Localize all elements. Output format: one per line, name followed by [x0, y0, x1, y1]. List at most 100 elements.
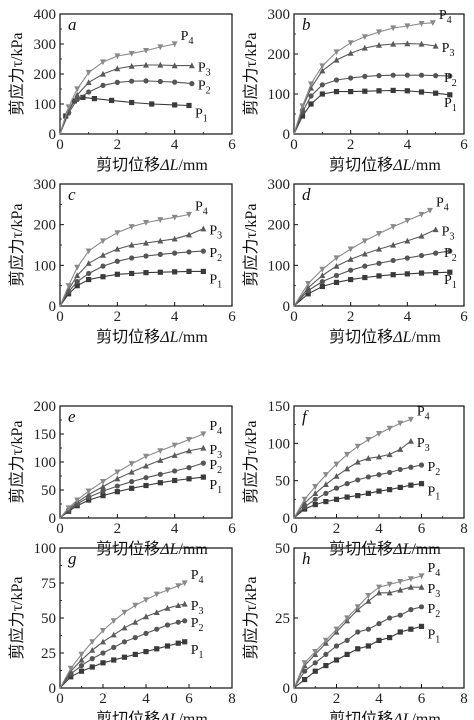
- data-point: [418, 72, 425, 78]
- data-point: [404, 218, 411, 224]
- data-point: [100, 479, 106, 485]
- data-point: [128, 224, 135, 230]
- data-point: [100, 493, 106, 499]
- data-point: [172, 269, 178, 275]
- data-point: [100, 251, 106, 258]
- y-axis-title: 剪应力τ/kPa: [7, 33, 26, 116]
- data-point: [323, 663, 329, 669]
- data-point: [361, 34, 368, 40]
- data-point: [114, 271, 120, 277]
- data-point: [164, 587, 171, 594]
- series-line: [293, 250, 450, 307]
- data-point: [390, 25, 397, 32]
- series-line: [59, 213, 190, 307]
- data-point: [319, 272, 326, 279]
- data-point: [432, 42, 439, 49]
- data-point: [376, 231, 382, 237]
- series-label-subscript: 1: [452, 280, 457, 291]
- series-line: [293, 89, 450, 135]
- y-tick-label: 0: [49, 299, 57, 315]
- panel-letter: a: [68, 15, 77, 34]
- x-tick-label: 0: [56, 309, 64, 325]
- series-label: P1: [428, 485, 441, 503]
- x-tick-label: 4: [375, 691, 383, 707]
- data-point: [302, 677, 308, 683]
- series-label: P4: [439, 8, 452, 26]
- data-point: [397, 446, 404, 452]
- y-tick-label: 0: [283, 681, 291, 697]
- x-tick-label: 4: [171, 309, 179, 325]
- data-point: [111, 657, 117, 663]
- data-point: [157, 237, 164, 244]
- data-point: [355, 646, 361, 652]
- data-point: [390, 87, 396, 93]
- data-point: [319, 67, 326, 74]
- series-label-subscript: 1: [217, 485, 222, 496]
- series-label-subscript: 4: [447, 15, 452, 26]
- x-tick-label: 8: [460, 521, 468, 537]
- data-point: [89, 656, 95, 662]
- data-point: [404, 72, 410, 78]
- data-point: [182, 639, 188, 645]
- series-label: P3: [198, 61, 211, 79]
- data-point: [143, 220, 149, 226]
- data-point: [362, 263, 368, 269]
- data-point: [376, 245, 382, 252]
- data-point: [129, 485, 135, 491]
- data-point: [365, 643, 371, 649]
- y-tick-label: 75: [41, 576, 56, 592]
- data-point: [200, 431, 207, 438]
- data-point: [344, 637, 350, 644]
- data-point: [312, 484, 319, 490]
- data-point: [333, 262, 340, 269]
- x-tick-label: 0: [290, 521, 298, 537]
- x-axis-title-variable: ΔL: [392, 157, 411, 174]
- data-point: [186, 102, 192, 109]
- data-point: [68, 674, 74, 680]
- data-point: [354, 443, 361, 450]
- data-point: [74, 264, 81, 271]
- x-tick-label: 2: [347, 309, 355, 325]
- data-point: [333, 89, 340, 95]
- series-label-subscript: 1: [435, 634, 440, 645]
- data-point: [355, 477, 361, 483]
- data-point: [433, 250, 439, 256]
- data-point: [333, 643, 340, 649]
- x-tick-label: 2: [99, 691, 107, 707]
- series-3: P3: [293, 225, 454, 307]
- data-point: [418, 40, 425, 47]
- data-point: [355, 493, 361, 499]
- data-point: [333, 77, 340, 83]
- data-point: [109, 97, 115, 103]
- data-point: [344, 465, 351, 472]
- y-tick-label: 25: [41, 646, 56, 662]
- data-point: [361, 44, 368, 51]
- series-label: P4: [209, 419, 222, 437]
- x-tick-label: 2: [347, 137, 355, 153]
- x-tick-label: 8: [228, 691, 236, 707]
- series-label-subscript: 2: [435, 609, 440, 620]
- data-point: [74, 91, 81, 98]
- data-point: [447, 73, 453, 79]
- series-label-subscript: 2: [452, 78, 457, 89]
- x-axis-title-unit: /mm: [178, 711, 208, 720]
- y-tick-label: 200: [268, 218, 291, 234]
- data-point: [404, 255, 410, 261]
- series-label: P2: [444, 246, 457, 264]
- x-tick-label: 4: [375, 521, 383, 537]
- data-point: [312, 496, 318, 502]
- data-point: [390, 241, 397, 248]
- series-label-subscript: 3: [217, 231, 222, 242]
- data-point: [91, 96, 97, 102]
- x-tick-label: 4: [171, 137, 179, 153]
- data-point: [376, 29, 382, 36]
- data-point: [186, 231, 192, 238]
- data-point: [157, 44, 164, 51]
- data-point: [333, 485, 340, 491]
- series-label: P4: [181, 29, 194, 47]
- data-point: [121, 639, 128, 645]
- series-2: P2: [59, 458, 222, 519]
